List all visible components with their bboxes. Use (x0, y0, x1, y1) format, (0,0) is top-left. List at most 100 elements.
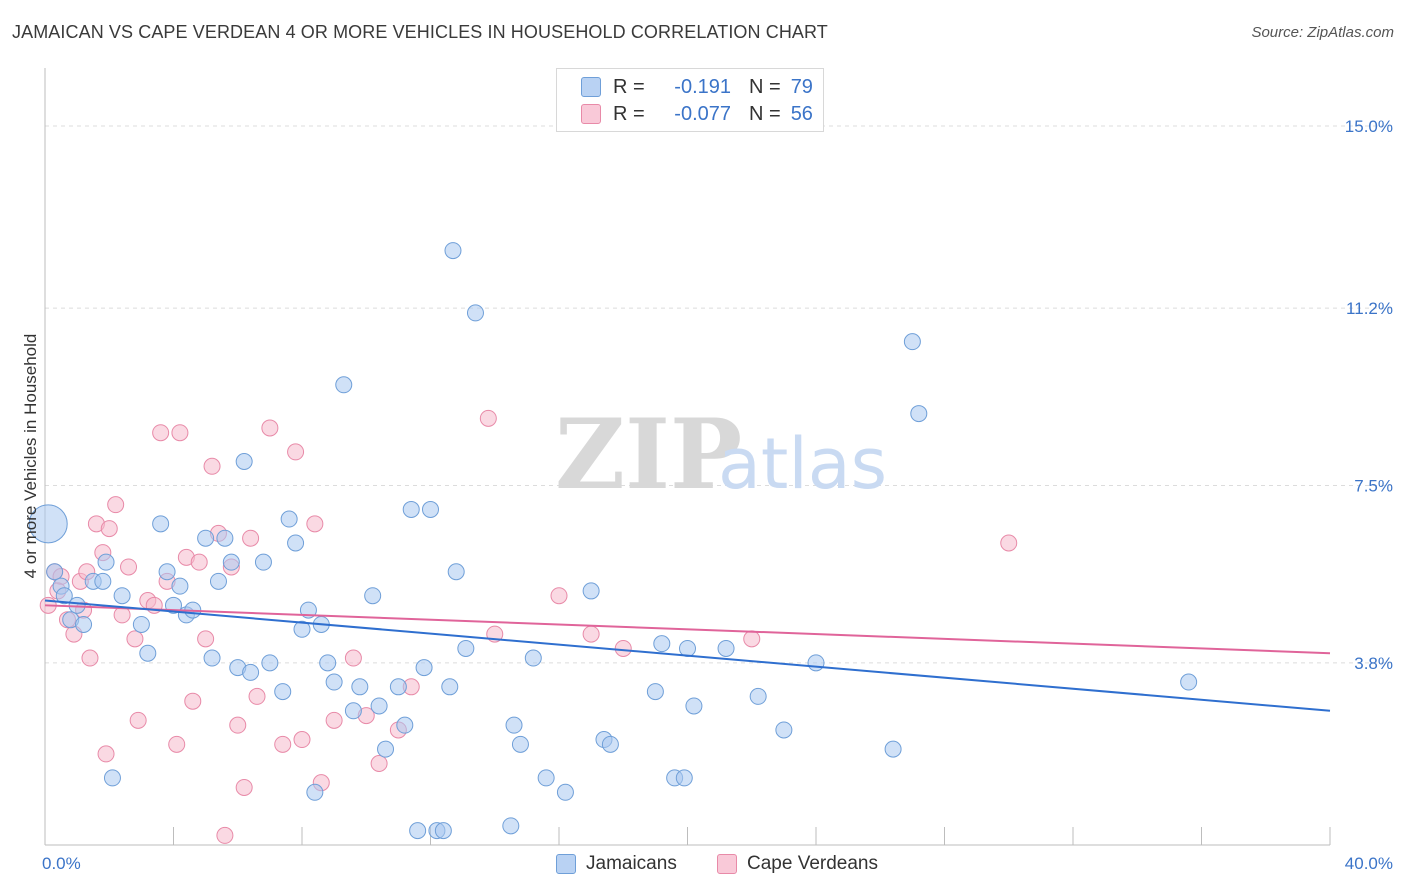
source-credit: Source: ZipAtlas.com (1251, 24, 1394, 41)
cape-verdean-point (1000, 534, 1018, 552)
n-label: N = (749, 102, 781, 125)
x-tick-label: 0.0% (42, 854, 81, 873)
jamaican-point (409, 822, 427, 840)
legend-row-cape-verdeans: R = -0.077 N = 56 (581, 102, 813, 126)
jamaican-point (511, 735, 529, 753)
cape-verdean-point (129, 711, 147, 729)
x-tick-label: 40.0% (1345, 854, 1393, 873)
jamaican-point (351, 678, 369, 696)
jamaican-point (209, 572, 227, 590)
jamaican-point (113, 587, 131, 605)
cape-verdean-point (203, 457, 221, 475)
jamaican-point (653, 635, 671, 653)
cape-verdean-point (743, 630, 761, 648)
jamaican-point (203, 649, 221, 667)
jamaican-point (524, 649, 542, 667)
jamaican-point (364, 587, 382, 605)
jamaican-point (396, 716, 414, 734)
jamaican-point (97, 553, 115, 571)
jamaican-point (675, 769, 693, 787)
jamaican-point (325, 673, 343, 691)
jamaican-point (242, 663, 260, 681)
jamaican-point (261, 654, 279, 672)
cape-verdean-point (152, 424, 170, 442)
jamaican-point (457, 639, 475, 657)
cape-verdean-point (229, 716, 247, 734)
cape-verdean-point (287, 443, 305, 461)
jamaican-point (377, 740, 395, 758)
jamaican-point (254, 553, 272, 571)
cape-verdean-point (97, 745, 115, 763)
jamaicans-legend-label: Jamaicans (586, 853, 677, 874)
y-tick-label: 15.0% (1345, 117, 1393, 136)
y-tick-label: 3.8% (1354, 654, 1393, 673)
jamaican-point (55, 587, 73, 605)
jamaican-point (75, 615, 93, 633)
jamaican-point (807, 654, 825, 672)
zipatlas-watermark: ZIP atlas (555, 398, 887, 511)
cape-verdean-point (81, 649, 99, 667)
jamaican-point (389, 678, 407, 696)
cape-verdean-point (325, 711, 343, 729)
cape-verdean-point (614, 639, 632, 657)
cape-verdean-point (120, 558, 138, 576)
cape-verdean-point (344, 649, 362, 667)
r-label: R = (613, 102, 645, 125)
r-label: R = (613, 75, 645, 98)
r-value: -0.191 (674, 75, 731, 98)
cape-verdeans-legend-swatch (717, 854, 737, 874)
jamaican-point (582, 582, 600, 600)
cape-verdean-point (261, 419, 279, 437)
jamaican-point (197, 529, 215, 547)
bottom-legend-cape-verdeans: Cape Verdeans (717, 852, 878, 876)
cape-verdean-point (479, 409, 497, 427)
jamaican-point (717, 639, 735, 657)
cape-verdean-trend-line (44, 604, 1331, 655)
jamaican-point (335, 376, 353, 394)
jamaican-point (502, 817, 520, 835)
jamaican-point (216, 529, 234, 547)
trend-lines (44, 599, 1331, 712)
y-tick-label: 11.2% (1346, 299, 1393, 318)
jamaican-point (749, 687, 767, 705)
y-axis-label: 4 or more Vehicles in Household (21, 334, 40, 579)
jamaican-point (103, 769, 121, 787)
jamaican-point (685, 697, 703, 715)
cape-verdean-point (248, 687, 266, 705)
jamaican-point (884, 740, 902, 758)
jamaican-point (556, 783, 574, 801)
cape-verdeans-legend-label: Cape Verdeans (747, 853, 878, 874)
cape-verdean-point (550, 587, 568, 605)
jamaican-point (293, 620, 311, 638)
jamaican-point (441, 678, 459, 696)
jamaican-point (903, 333, 921, 351)
jamaican-point (235, 453, 253, 470)
jamaican-point (344, 702, 362, 720)
legend-row-jamaicans: R = -0.191 N = 79 (581, 75, 813, 99)
jamaican-point (466, 304, 484, 322)
jamaican-point (306, 783, 324, 801)
jamaican-point (158, 563, 176, 581)
jamaican-point (152, 515, 170, 533)
cape-verdean-point (197, 630, 215, 648)
jamaican-point (46, 563, 64, 581)
jamaican-point (775, 721, 793, 739)
cape-verdean-point (242, 529, 260, 547)
jamaican-point (139, 644, 157, 662)
gridlines (45, 125, 1392, 664)
jamaican-point (537, 769, 555, 787)
jamaican-point (415, 659, 433, 677)
jamaican-point (94, 572, 112, 590)
jamaican-point (370, 697, 388, 715)
jamaican-point (171, 577, 189, 595)
n-value: 56 (790, 102, 813, 125)
jamaican-point (132, 615, 150, 633)
cape-verdean-point (293, 731, 311, 749)
jamaicans-legend-swatch (556, 854, 576, 874)
bottom-legend-jamaicans: Jamaicans (556, 852, 677, 876)
jamaican-point (505, 716, 523, 734)
watermark-zip: ZIP (555, 398, 742, 511)
jamaicans-swatch (581, 77, 601, 97)
cape-verdean-point (168, 735, 186, 753)
